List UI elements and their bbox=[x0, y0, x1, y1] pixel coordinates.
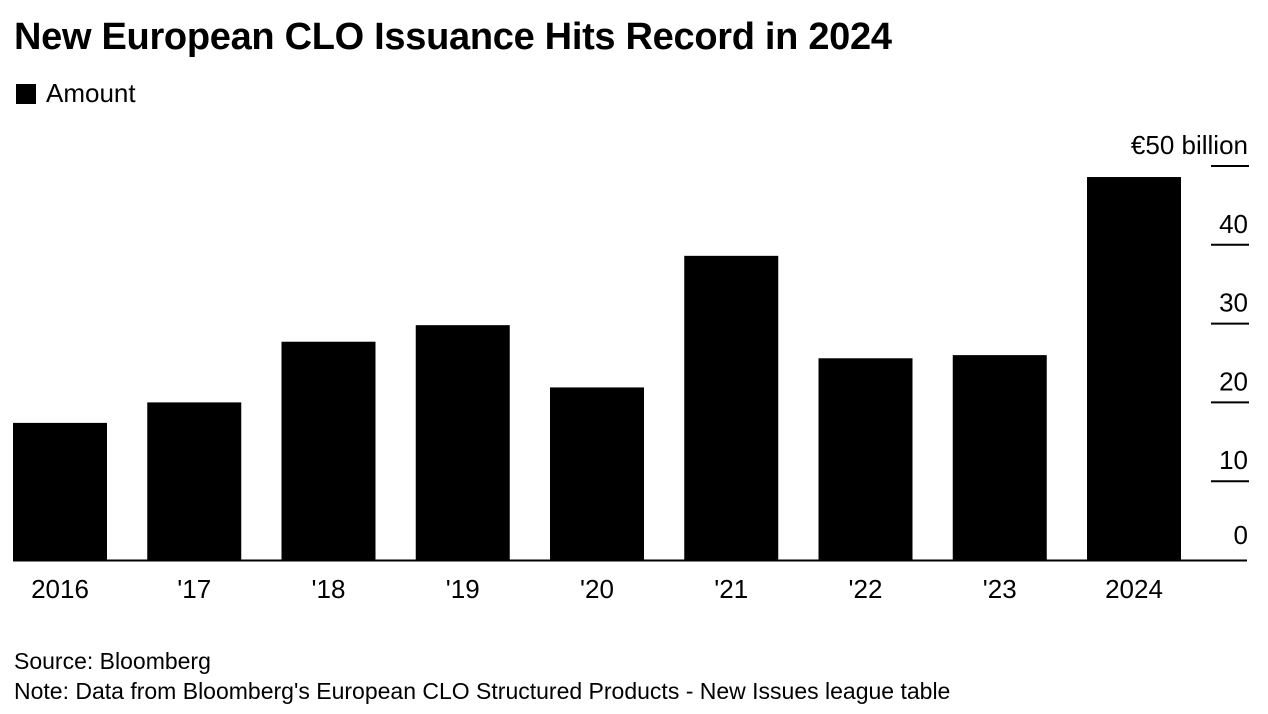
bar bbox=[1087, 177, 1181, 561]
legend-swatch bbox=[16, 83, 36, 104]
legend: Amount bbox=[16, 78, 136, 109]
bar-chart: 2016 '17 '18 '19 '20 '21 '22 '23 2024 0 10 20 30 40 €5… bbox=[13, 130, 1249, 604]
bar bbox=[147, 402, 242, 560]
data-note: Note: Data from Bloomberg's European CLO… bbox=[14, 678, 951, 704]
y-tick-label: 40 bbox=[1219, 209, 1248, 239]
y-tick-label: 10 bbox=[1219, 445, 1248, 475]
y-tick-label: €50 billion bbox=[1131, 130, 1248, 160]
bar bbox=[281, 341, 376, 560]
x-tick-label: '18 bbox=[312, 574, 346, 604]
source-note: Source: Bloomberg bbox=[14, 648, 211, 674]
x-tick-label: '20 bbox=[580, 574, 614, 604]
bar bbox=[818, 358, 913, 560]
x-tick-label: 2016 bbox=[31, 574, 89, 604]
legend-label: Amount bbox=[46, 78, 136, 108]
x-tick-label: '22 bbox=[849, 574, 883, 604]
bar bbox=[952, 355, 1047, 560]
x-tick-label: 2024 bbox=[1105, 574, 1163, 604]
y-tick-label: 0 bbox=[1234, 520, 1248, 550]
y-tick-label: 30 bbox=[1219, 288, 1248, 318]
x-tick-label: '17 bbox=[177, 574, 211, 604]
bar bbox=[415, 325, 510, 560]
bar bbox=[684, 255, 779, 560]
bar bbox=[13, 422, 107, 560]
y-tick-label: 20 bbox=[1219, 366, 1248, 396]
x-tick-label: '21 bbox=[714, 574, 748, 604]
chart-title: New European CLO Issuance Hits Record in… bbox=[14, 16, 892, 58]
x-tick-label: '23 bbox=[983, 574, 1017, 604]
x-tick-label: '19 bbox=[446, 574, 480, 604]
bar bbox=[550, 387, 644, 560]
